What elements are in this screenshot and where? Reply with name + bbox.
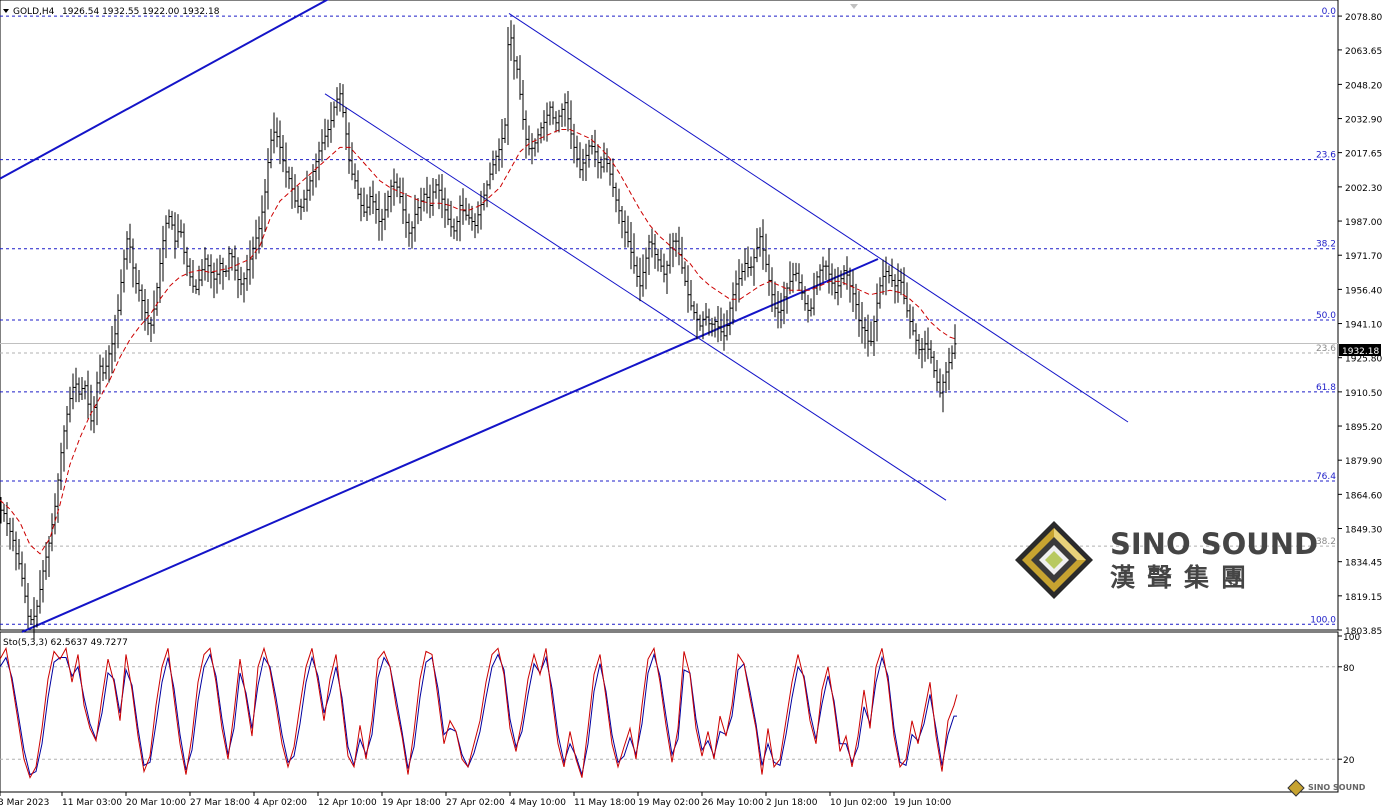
price-axis-label: 1879.90 <box>1345 457 1382 467</box>
stochastic-axis-label: 80 <box>1343 664 1355 674</box>
trendline-down-upper <box>508 12 1129 423</box>
fib-label: 100.0 <box>1310 615 1336 625</box>
fib-secondary-label: 23.6 <box>1316 344 1336 354</box>
time-axis-label: 11 Mar 03:00 <box>62 798 122 808</box>
price-axis-label: 2048.20 <box>1345 81 1382 91</box>
time-axis-label: 2 Jun 18:00 <box>766 798 818 808</box>
time-axis-label: 26 May 10:00 <box>702 798 764 808</box>
time-axis-label: 3 Mar 2023 <box>0 798 49 808</box>
fib-label: 0.0 <box>1322 7 1337 17</box>
current-price-value: 1932.18 <box>1342 347 1379 357</box>
moving-average-line <box>0 129 958 555</box>
price-panel <box>0 0 1339 631</box>
price-axis-label: 1834.45 <box>1345 559 1382 569</box>
price-axis-label: 1941.10 <box>1345 321 1382 331</box>
price-axis-label: 1956.40 <box>1345 286 1382 296</box>
price-axis-label: 1819.15 <box>1345 593 1382 603</box>
time-axis-label: 11 May 18:00 <box>574 798 636 808</box>
time-axis-label: 10 Jun 02:00 <box>830 798 887 808</box>
time-axis-label: 27 Mar 18:00 <box>190 798 250 808</box>
price-axis-label: 1895.20 <box>1345 423 1382 433</box>
price-axis-label: 1910.50 <box>1345 389 1382 399</box>
price-axis-label: 2002.30 <box>1345 184 1382 194</box>
fib-label: 50.0 <box>1316 311 1336 321</box>
trendline-upper-channel <box>0 0 329 180</box>
stochastic-label: Sto(5,3,3) 62.5637 49.7277 <box>3 638 128 648</box>
time-axis-label: 19 Jun 10:00 <box>894 798 951 808</box>
dropdown-triangle-icon[interactable] <box>3 9 9 13</box>
price-axis-label: 1864.60 <box>1345 491 1382 501</box>
logo-english: SINO SOUND <box>1110 527 1318 561</box>
price-axis-label: 2063.65 <box>1345 47 1382 57</box>
mini-logo-text: SINO SOUND <box>1308 783 1366 792</box>
time-axis-label: 4 May 10:00 <box>510 798 566 808</box>
mini-logo: SINO SOUND <box>1287 779 1366 797</box>
price-axis-label: 2032.90 <box>1345 116 1382 126</box>
logo-chinese: 漢聲集團 <box>1110 563 1258 592</box>
time-axis-label: 19 Apr 18:00 <box>382 798 441 808</box>
price-axis-label: 1987.00 <box>1345 218 1382 228</box>
time-axis-label: 19 May 02:00 <box>638 798 700 808</box>
price-axis-label: 1803.85 <box>1345 627 1382 637</box>
current-price-tag <box>1339 344 1381 356</box>
fib-label: 38.2 <box>1316 240 1336 250</box>
stochastic-main-line <box>0 646 958 779</box>
price-axis-label: 1971.70 <box>1345 252 1382 262</box>
sino-sound-logo: SINO SOUND 漢聲集團 <box>1015 521 1318 599</box>
time-axis-label: 4 Apr 02:00 <box>254 798 307 808</box>
price-axis-label: 2017.65 <box>1345 150 1382 160</box>
time-axis-label: 20 Mar 10:00 <box>126 798 186 808</box>
stochastic-axis-label: 20 <box>1343 756 1355 766</box>
time-axis-label: 12 Apr 10:00 <box>318 798 377 808</box>
time-axis-label: 27 Apr 02:00 <box>446 798 505 808</box>
stochastic-signal-line <box>0 652 957 777</box>
trendline-down-lower <box>324 93 947 501</box>
fib-secondary-label: 38.2 <box>1316 537 1336 547</box>
trendline-lower-channel <box>21 258 879 633</box>
fib-label: 23.6 <box>1316 151 1336 161</box>
fib-label: 76.4 <box>1316 472 1336 482</box>
symbol-label: GOLD,H4 <box>13 7 55 17</box>
shift-marker-icon[interactable] <box>850 4 858 9</box>
price-axis-label: 1925.80 <box>1345 355 1382 365</box>
price-axis-label: 1849.30 <box>1345 526 1382 536</box>
ohlc-label: 1926.54 1932.55 1922.00 1932.18 <box>62 7 220 17</box>
fib-label: 61.8 <box>1316 383 1336 393</box>
price-axis-label: 2078.80 <box>1345 13 1382 23</box>
diamond-logo-icon <box>1015 521 1093 599</box>
stochastic-panel <box>0 631 1339 793</box>
stochastic-axis-label: 100 <box>1343 633 1360 643</box>
